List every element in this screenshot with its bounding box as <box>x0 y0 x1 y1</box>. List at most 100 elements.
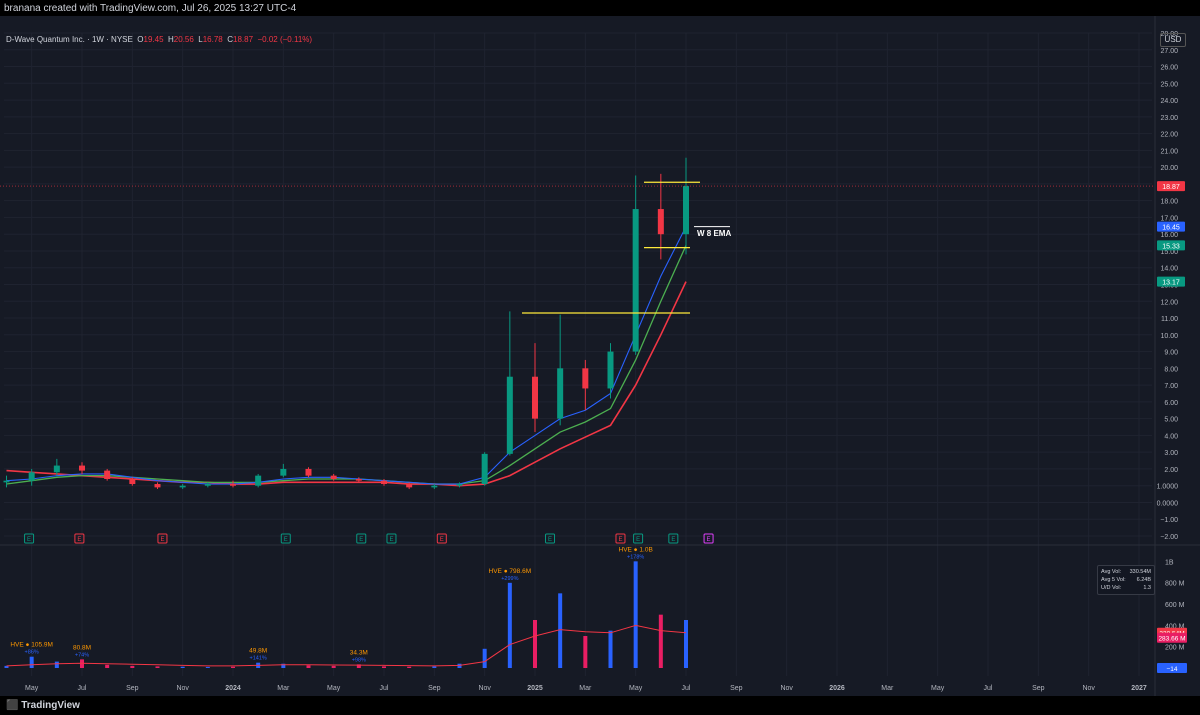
avg-vol-label: Avg Vol: <box>1101 569 1122 575</box>
avg5-vol-label: Avg 5 Vol: <box>1101 577 1126 583</box>
hve-label: HVE ● 1.0B <box>619 546 653 553</box>
volume-bar <box>130 665 135 668</box>
time-tick-label: Nov <box>478 685 491 692</box>
volume-badge <box>1157 663 1187 673</box>
hve-percent: +74% <box>75 652 89 658</box>
price-tick-label: 23.00 <box>1160 115 1178 122</box>
price-tick-label: 14.00 <box>1160 266 1178 273</box>
price-tick-label: 15.00 <box>1160 249 1178 256</box>
footer: ⬛ TradingView <box>0 696 1200 715</box>
earnings-marker-label: E <box>284 537 288 543</box>
earnings-marker-label: E <box>671 537 675 543</box>
hve-percent: +86% <box>25 650 39 656</box>
time-tick-label: 2025 <box>527 685 543 692</box>
volume-bar <box>281 663 286 668</box>
volume-tick-label: 1B <box>1165 559 1174 566</box>
time-tick-label: Nov <box>1082 685 1095 692</box>
change-value: −0.02 (−0.11%) <box>257 35 313 44</box>
volume-bar <box>155 666 160 668</box>
volume-bar <box>608 630 613 668</box>
time-tick-label: Jul <box>380 685 389 692</box>
hve-label: 49.8M <box>249 648 267 655</box>
candle-body <box>607 351 614 389</box>
time-tick-label: May <box>327 685 341 692</box>
volume-badge-label: −14 <box>1166 666 1177 673</box>
volume-bar <box>54 661 59 668</box>
earnings-marker <box>280 533 291 544</box>
price-badge-label: 18.87 <box>1162 184 1180 191</box>
volume-bar <box>684 620 688 668</box>
candle-body <box>431 485 438 488</box>
ema-lines <box>6 226 687 487</box>
time-tick-label: Sep <box>730 685 743 692</box>
candle-body <box>355 478 362 481</box>
price-badge-label: 13.17 <box>1162 280 1180 287</box>
volume-bar <box>583 636 588 668</box>
volume-bar <box>4 665 9 668</box>
price-tick-label: 24.00 <box>1160 98 1178 105</box>
price-tick-label: 8.00 <box>1164 366 1178 373</box>
candle-body <box>104 470 111 479</box>
earnings-marker-label: E <box>27 537 31 543</box>
time-tick-label: Nov <box>176 685 189 692</box>
volume-bar <box>180 666 185 668</box>
volume-bar <box>29 656 34 668</box>
volume-average-line <box>6 624 687 667</box>
level-lines <box>0 181 1155 314</box>
volume-tick-label: 600 M <box>1165 602 1185 609</box>
ud-vol-value: 1.3 <box>1143 585 1151 591</box>
price-tick-label: 22.00 <box>1160 132 1178 139</box>
price-tick-label: 17.00 <box>1160 215 1178 222</box>
price-tick-label: 7.00 <box>1164 383 1178 390</box>
hve-label: 80.8M <box>73 644 91 651</box>
time-tick-label: Jul <box>78 685 87 692</box>
time-axis[interactable]: May Jul Sep Nov 2024 Mar May Jul Sep Nov 2025 Mar Ma… <box>25 685 1147 692</box>
earnings-marker-label: E <box>707 537 711 543</box>
earnings-marker-label: E <box>548 537 552 543</box>
time-tick-label: May <box>629 685 643 692</box>
candle-body <box>456 484 463 486</box>
earnings-marker <box>24 533 35 544</box>
volume-pane: HVE ● 105.9M+86% 80.8M+74% 49.8M+141% 34.3M… <box>4 546 688 668</box>
candle-body <box>481 453 488 485</box>
volume-bar <box>482 648 487 668</box>
price-tick-label: 4.00 <box>1164 433 1178 440</box>
chart-panel[interactable]: 28.00 27.00 26.00 25.00 24.00 23.00 22.00 21.00… <box>0 16 1200 696</box>
hve-percent: +299% <box>501 576 518 582</box>
price-badge-label: 15.33 <box>1162 243 1180 250</box>
grid <box>0 16 1200 696</box>
volume-bar <box>382 666 386 668</box>
currency-button[interactable]: USD <box>1160 33 1186 47</box>
hve-percent: +141% <box>250 656 267 662</box>
price-axis[interactable]: 28.00 27.00 26.00 25.00 24.00 23.00 22.00 21.00… <box>1157 31 1179 541</box>
volume-bar <box>533 620 537 668</box>
tradingview-logo[interactable]: ⬛ TradingView <box>6 699 80 712</box>
hve-label: 34.3M <box>350 649 368 656</box>
volume-badge <box>1157 632 1187 643</box>
earnings-marker <box>436 533 447 544</box>
volume-bar <box>457 663 462 668</box>
symbol-name: D-Wave Quantum Inc. · 1W · NYSE <box>6 35 133 44</box>
high-label: H <box>168 35 174 44</box>
ema-50-line <box>6 281 687 487</box>
earnings-marker <box>633 533 644 544</box>
tradingview-icon: ⬛ <box>6 700 19 711</box>
price-tick-label: 27.00 <box>1160 48 1178 55</box>
price-tick-label: 16.00 <box>1160 232 1178 239</box>
price-badge <box>1157 221 1185 232</box>
close-label: C <box>227 35 233 44</box>
earnings-marker <box>703 533 714 544</box>
earnings-marker <box>74 533 85 544</box>
volume-bar <box>356 664 361 668</box>
candle-body <box>154 484 161 488</box>
candle-body <box>657 209 664 235</box>
symbol-legend: D-Wave Quantum Inc. · 1W · NYSE O19.45 H… <box>6 35 312 45</box>
candles <box>3 157 689 490</box>
candle-body <box>3 480 10 483</box>
ud-vol-label: U/D Vol: <box>1101 585 1122 591</box>
time-tick-label: Nov <box>780 685 793 692</box>
price-tick-label: −1.00 <box>1160 517 1178 524</box>
chart-canvas[interactable]: 28.00 27.00 26.00 25.00 24.00 23.00 22.00 21.00… <box>0 16 1200 696</box>
